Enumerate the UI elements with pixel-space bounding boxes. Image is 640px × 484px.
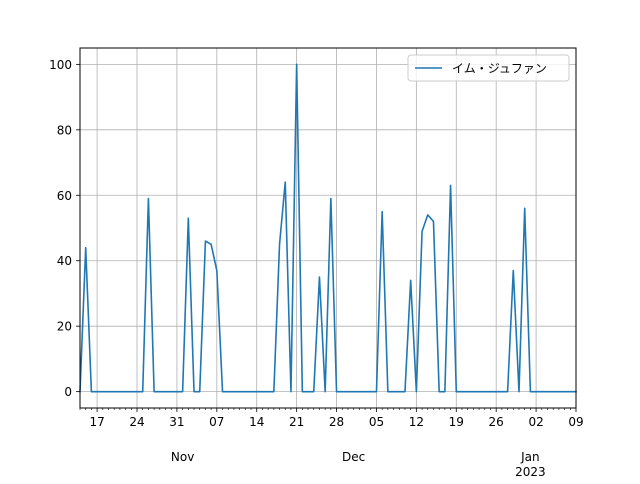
plot-frame: [79, 47, 577, 409]
x-tick-label: 28: [329, 415, 344, 429]
x-tick-label: 31: [169, 415, 184, 429]
axes: 17 24 31 07 14 21 28 05 12 19 26 02 09 Nov Dec Jan 2023 0…: [49, 58, 584, 479]
x-tick-label: 14: [249, 415, 264, 429]
x-tick-label: 21: [289, 415, 304, 429]
x-tick-label: 26: [489, 415, 504, 429]
legend-box: [407, 54, 570, 82]
x-month-label: Dec: [342, 450, 365, 464]
series-line-0: [79, 63, 577, 393]
x-month-label: Jan 2023: [515, 450, 546, 479]
x-tick-label: 12: [409, 415, 424, 429]
y-tick-label: 40: [57, 254, 72, 268]
x-tick-label: 17: [89, 415, 104, 429]
x-tick-label: 05: [369, 415, 384, 429]
y-tick-label: 60: [57, 189, 72, 203]
legend-label: イム・ジュファン: [452, 62, 547, 76]
x-tick-label: 09: [568, 415, 583, 429]
x-month-label: Nov: [171, 450, 194, 464]
series-layer: [79, 63, 577, 393]
x-tick-label: 02: [528, 415, 543, 429]
x-tick-label: 24: [129, 415, 144, 429]
y-tick-label: 0: [64, 385, 72, 399]
legend: イム・ジュファン: [407, 54, 570, 82]
y-tick-label: 80: [57, 123, 72, 137]
x-tick-label: 19: [449, 415, 464, 429]
y-tick-label: 20: [57, 320, 72, 334]
y-tick-label: 100: [49, 58, 72, 72]
x-tick-label: 07: [209, 415, 224, 429]
